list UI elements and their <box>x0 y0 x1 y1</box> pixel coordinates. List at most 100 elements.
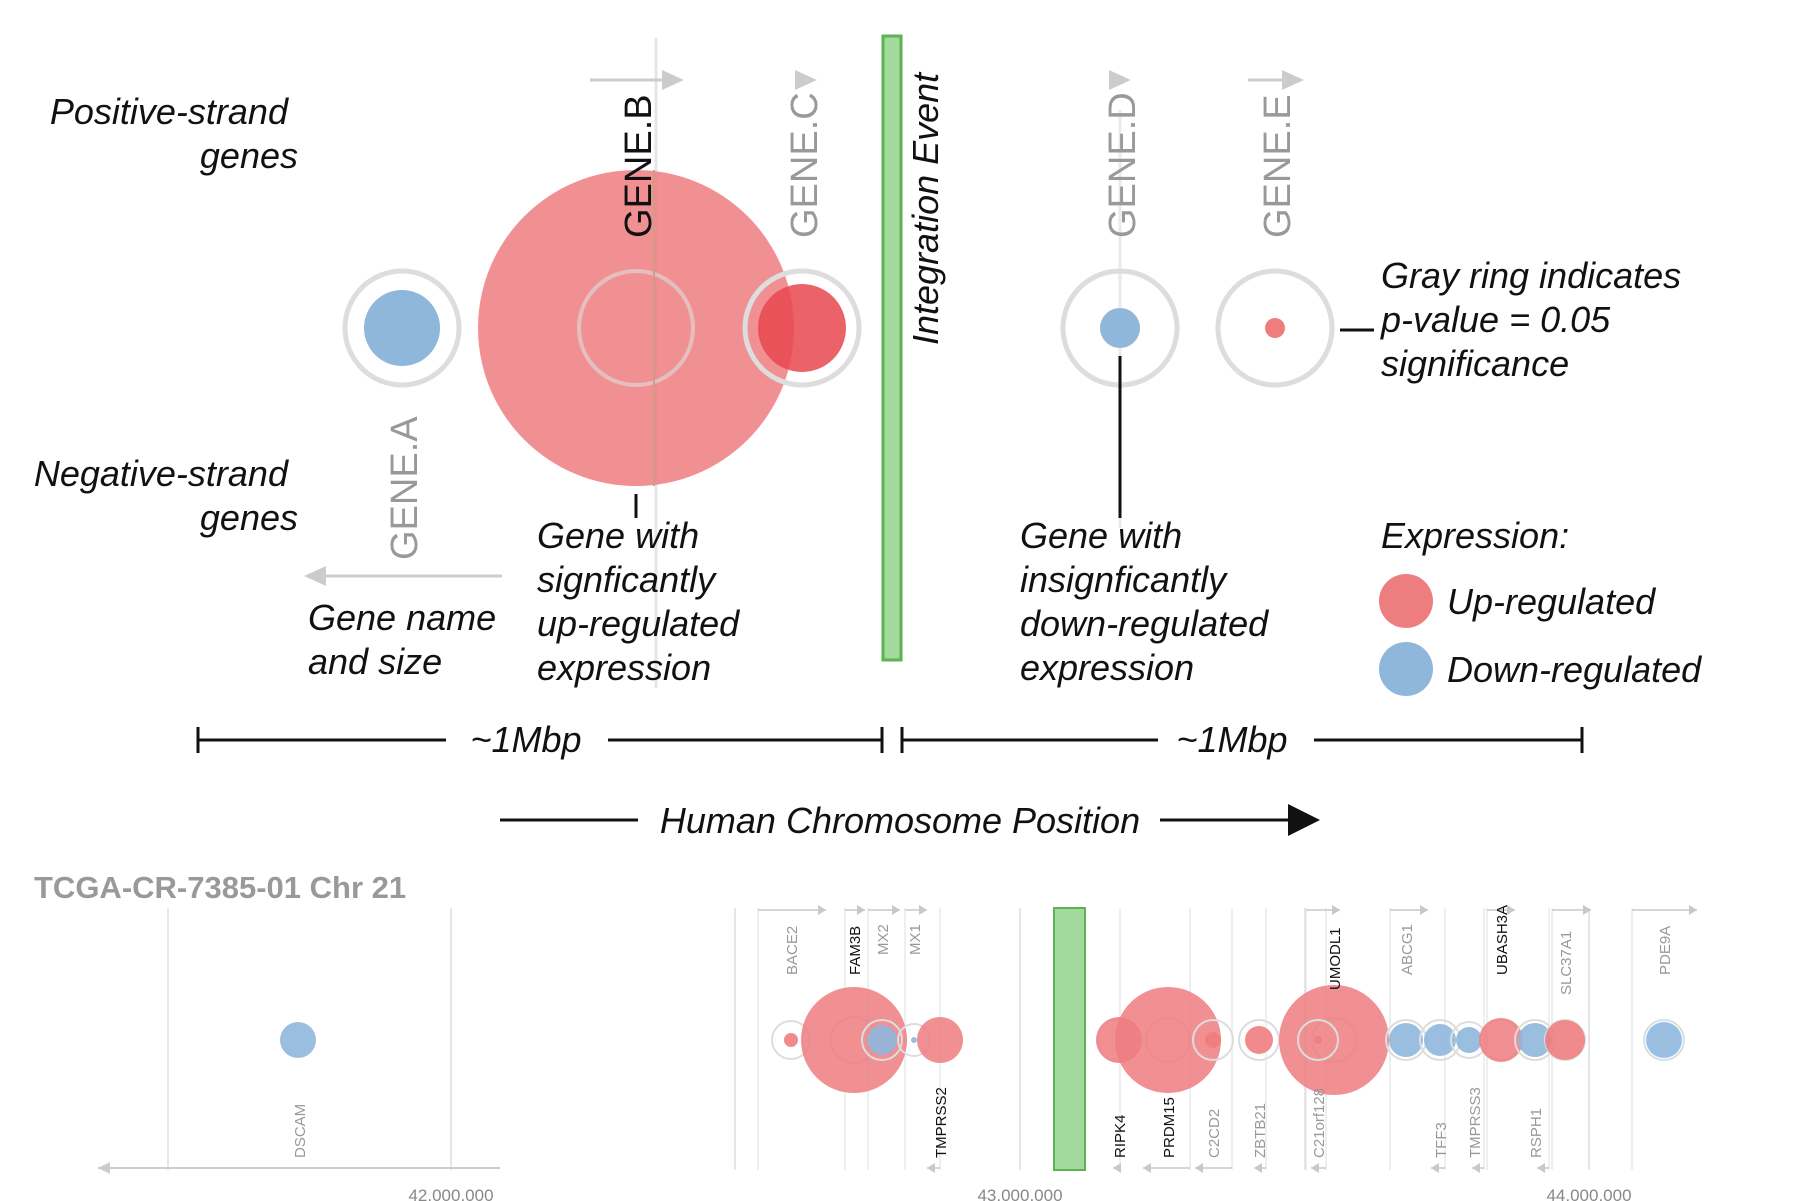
abcg1-expression-bubble <box>1389 1023 1423 1057</box>
mx1-strand-arrowhead <box>919 905 927 915</box>
prdm15-strand-arrowhead <box>1143 1163 1151 1173</box>
ubash3a-expression-bubble <box>1479 1018 1523 1062</box>
bace2-gene-label: BACE2 <box>784 926 801 975</box>
prdm15-expression-bubble <box>1115 987 1221 1093</box>
zbtb21-strand-arrowhead <box>1254 1163 1262 1173</box>
fam3b-expression-bubble <box>801 987 907 1093</box>
gene-c-circle <box>758 284 846 372</box>
c21orf128-expression-bubble <box>1314 1036 1322 1044</box>
mx2-significance-ring <box>861 1019 903 1061</box>
pde9a-expression-bubble <box>1646 1022 1682 1058</box>
dscam-expression-bubble <box>280 1022 316 1058</box>
tick-label-44m: 44,000,000 <box>1546 1186 1631 1201</box>
gene-d-circle <box>1100 308 1140 348</box>
abcg1-strand-arrowhead <box>1420 905 1428 915</box>
tmprss3-strand-arrowhead <box>1472 1163 1480 1173</box>
umodl1-expression-bubble <box>1279 985 1389 1095</box>
gene-a-circle <box>364 290 440 366</box>
gene-c-label: GENE.C <box>784 92 826 238</box>
gene-e-label: GENE.E <box>1257 94 1299 238</box>
fam3b-strand-arrowhead <box>857 905 865 915</box>
umodl1-strand-arrowhead <box>1332 905 1340 915</box>
down-regulated-swatch <box>1379 642 1433 696</box>
up-regulated-swatch <box>1379 574 1433 628</box>
tff3-gene-label: TFF3 <box>1433 1122 1450 1158</box>
insig-down-annotation: Gene with insignficantly down-regulated … <box>1020 515 1278 688</box>
tmprss2-expression-bubble <box>917 1017 963 1063</box>
ripk4-gene-label: RIPK4 <box>1112 1115 1129 1158</box>
ubash3a-strand-arrowhead <box>1507 905 1515 915</box>
c2cd2-expression-bubble <box>1205 1032 1221 1048</box>
track-gene-bubbles <box>280 985 1685 1095</box>
gene-b-ring <box>577 269 695 387</box>
tff3-strand-arrowhead <box>1431 1163 1439 1173</box>
track-axis-arrowhead <box>98 1162 110 1174</box>
gene-b-arrowhead <box>662 70 684 90</box>
negative-strand-label: Negative-strand genes <box>34 453 298 538</box>
scale-bar-right-label: ~1Mbp <box>1176 719 1287 760</box>
bace2-strand-arrowhead <box>818 905 826 915</box>
expression-legend-title: Expression: <box>1381 515 1569 556</box>
bace2-expression-bubble <box>784 1033 798 1047</box>
pde9a-gene-label: PDE9A <box>1657 926 1674 975</box>
gene-d-label: GENE.D <box>1102 92 1144 238</box>
gene-b-circle <box>478 170 794 486</box>
scale-bar-right <box>900 727 1584 753</box>
c21orf128-gene-label: C21orf128 <box>1311 1088 1328 1158</box>
scale-bar-left-label: ~1Mbp <box>470 719 581 760</box>
tmprss2-gene-label: TMPRSS2 <box>933 1087 950 1158</box>
c21orf128-strand-arrowhead <box>1311 1163 1319 1173</box>
slc37a1-expression-bubble <box>1545 1020 1585 1060</box>
zbtb21-gene-label: ZBTB21 <box>1252 1103 1269 1158</box>
dscam-gene-label: DSCAM <box>292 1104 309 1158</box>
track-grid <box>167 908 1590 1170</box>
gene-a-ring <box>342 268 462 388</box>
integration-event-bar <box>881 34 903 662</box>
c2cd2-strand-arrowhead <box>1195 1163 1203 1173</box>
legend-diagram: Positive-strand genes Negative-strand ge… <box>34 34 1702 841</box>
abcg1-gene-label: ABCG1 <box>1399 924 1416 975</box>
tick-label-42m: 42,000,000 <box>408 1186 493 1201</box>
pde9a-significance-ring <box>1643 1019 1685 1061</box>
positive-strand-label: Positive-strand genes <box>50 91 298 176</box>
mx1-gene-label: MX1 <box>907 924 924 955</box>
tmprss3-expression-bubble <box>1456 1027 1482 1053</box>
prdm15-gene-label: PRDM15 <box>1161 1097 1178 1158</box>
track-gene-labels: DSCAM BACE2 FAM3B MX2 MX1 TMPRSS2 RIPK4 PRDM15 C… <box>292 905 1674 1158</box>
pde9a-strand-arrowhead <box>1689 905 1697 915</box>
gene-name-size-annotation: Gene name and size <box>308 597 506 682</box>
mx1-expression-bubble <box>911 1037 917 1043</box>
axis-caption: Human Chromosome Position <box>660 800 1140 841</box>
rsph1-strand-arrowhead <box>1537 1163 1545 1173</box>
ripk4-strand-arrowhead <box>1113 1163 1121 1173</box>
up-regulated-label: Up-regulated <box>1447 581 1656 622</box>
gene-b-label: GENE.B <box>618 94 660 238</box>
tff3-expression-bubble <box>1424 1024 1456 1056</box>
gene-e-circle <box>1265 318 1285 338</box>
gene-e-arrowhead <box>1282 70 1304 90</box>
mx2-expression-bubble <box>867 1025 897 1055</box>
slc37a1-strand-arrowhead <box>1583 905 1591 915</box>
mx2-gene-label: MX2 <box>875 924 892 955</box>
gene-c-ring <box>742 268 862 388</box>
umodl1-gene-label: UMODL1 <box>1327 927 1344 990</box>
gray-ring-annotation: Gray ring indicates p-value = 0.05 signi… <box>1380 255 1691 384</box>
c2cd2-significance-ring <box>1192 1019 1234 1061</box>
fam3b-gene-label: FAM3B <box>847 926 864 975</box>
down-regulated-label: Down-regulated <box>1447 649 1702 690</box>
gene-c-arrowhead <box>795 70 817 90</box>
c21orf128-significance-ring <box>1297 1019 1339 1061</box>
rsph1-gene-label: RSPH1 <box>1528 1108 1545 1158</box>
gene-e-ring <box>1215 268 1335 388</box>
gene-a-label: GENE.A <box>384 416 426 560</box>
slc37a1-gene-label: SLC37A1 <box>1558 931 1575 995</box>
ubash3a-gene-label: UBASH3A <box>1494 905 1511 975</box>
zbtb21-expression-bubble <box>1245 1026 1273 1054</box>
mx2-strand-arrowhead <box>892 905 900 915</box>
c2cd2-gene-label: C2CD2 <box>1206 1109 1223 1158</box>
gene-a-arrowhead <box>304 566 326 586</box>
sample-title: TCGA-CR-7385-01 Chr 21 <box>34 870 406 905</box>
tmprss3-gene-label: TMPRSS3 <box>1467 1087 1484 1158</box>
tick-label-43m: 43,000,000 <box>977 1186 1062 1201</box>
